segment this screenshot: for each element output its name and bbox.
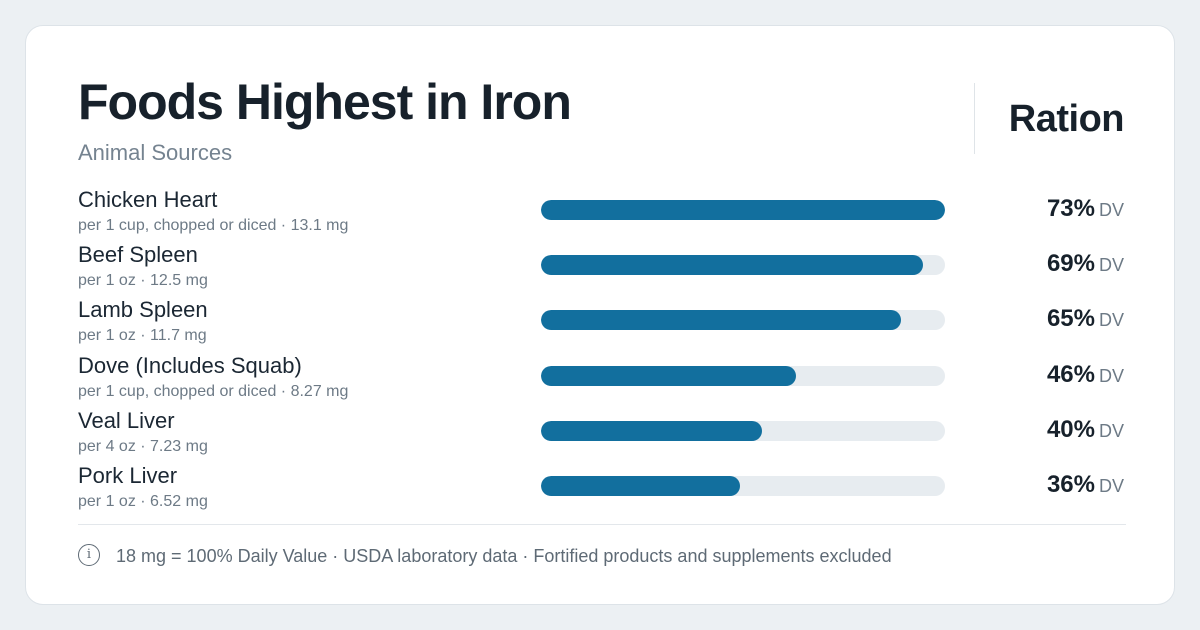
bar-row: Pork Liver per 1 oz · 6.52 mg 36% DV [26, 463, 1174, 518]
chart-subtitle: Animal Sources [78, 140, 233, 165]
value-label: 46% DV [1047, 361, 1124, 389]
percent-value: 46% [1046, 360, 1095, 388]
percent-value: 40% [1046, 415, 1095, 443]
footer-divider [78, 524, 1126, 525]
info-icon: i [78, 544, 100, 566]
bar [541, 200, 945, 220]
value-label: 65% DV [1047, 305, 1124, 333]
dv-unit: DV [1098, 420, 1124, 441]
bar [541, 420, 762, 441]
dv-unit: DV [1098, 476, 1124, 496]
dv-unit: DV [1098, 310, 1124, 331]
percent-value: 65% [1046, 305, 1095, 333]
bar [541, 476, 740, 496]
footnote: 18 mg = 100% Daily Value · USDA laborato… [116, 546, 892, 566]
food-name: Lamb Spleen [78, 297, 208, 323]
food-name: Beef Spleen [78, 242, 198, 268]
bar-track [541, 476, 945, 496]
dv-unit: DV [1098, 200, 1124, 220]
value-label: 40% DV [1047, 416, 1124, 444]
food-serving-detail: per 1 cup, chopped or diced · 8.27 mg [78, 382, 349, 400]
value-label: 36% DV [1047, 471, 1124, 499]
brand-logo: Ration [1008, 98, 1125, 140]
bar-track [541, 255, 945, 276]
bar-track [541, 365, 945, 386]
food-serving-detail: per 1 oz · 6.52 mg [78, 493, 208, 510]
bar-row: Lamb Spleen per 1 oz · 11.7 mg 65% DV [26, 297, 1174, 352]
percent-value: 36% [1046, 471, 1095, 498]
bar-track [541, 420, 945, 441]
food-serving-detail: per 1 oz · 11.7 mg [78, 327, 207, 345]
percent-value: 69% [1046, 250, 1095, 278]
value-label: 73% DV [1047, 195, 1124, 223]
food-serving-detail: per 1 cup, chopped or diced · 13.1 mg [78, 217, 349, 234]
chart-card: Foods Highest in Iron Animal Sources Rat… [25, 25, 1175, 605]
bar-row: Dove (Includes Squab) per 1 cup, chopped … [26, 353, 1174, 408]
bar-track [541, 310, 945, 331]
food-name: Chicken Heart [78, 187, 218, 212]
bar [541, 365, 796, 386]
dv-unit: DV [1098, 255, 1124, 276]
brand-divider [974, 83, 975, 154]
bar-row: Chicken Heart per 1 cup, chopped or diced… [26, 187, 1174, 242]
bar-track [541, 200, 945, 220]
food-name: Veal Liver [78, 407, 175, 433]
food-serving-detail: per 4 oz · 7.23 mg [78, 437, 208, 455]
value-label: 69% DV [1047, 250, 1124, 278]
bar-row: Beef Spleen per 1 oz · 12.5 mg 69% DV [26, 242, 1174, 297]
bar-row: Veal Liver per 4 oz · 7.23 mg 40% DV [26, 408, 1174, 463]
bar [541, 310, 901, 331]
percent-value: 73% [1046, 195, 1095, 222]
food-serving-detail: per 1 oz · 12.5 mg [78, 272, 208, 290]
dv-unit: DV [1098, 365, 1124, 386]
food-name: Pork Liver [78, 463, 178, 488]
bar [541, 255, 923, 276]
food-name: Dove (Includes Squab) [78, 352, 302, 378]
chart-title: Foods Highest in Iron [78, 74, 572, 130]
